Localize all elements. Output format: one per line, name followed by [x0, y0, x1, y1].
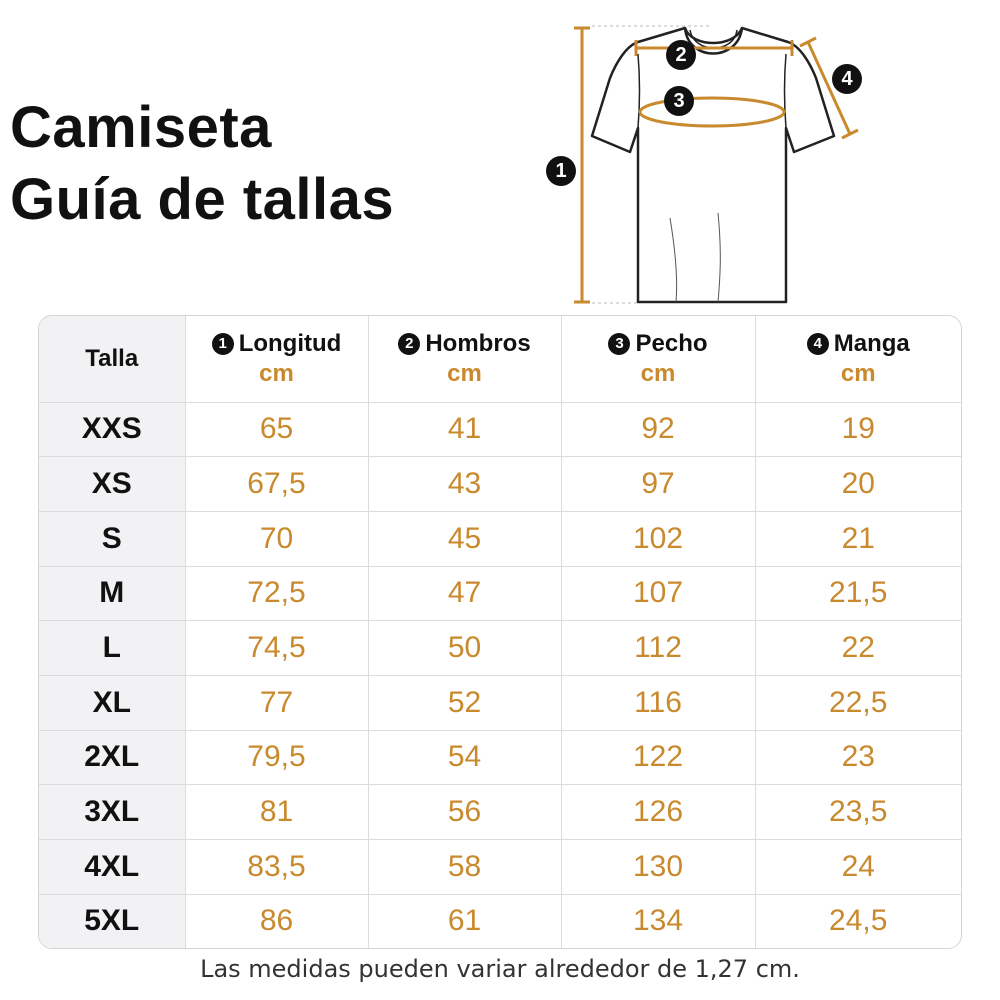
- sleeve-cell: 22: [755, 620, 961, 676]
- shoulders-cell: 52: [368, 675, 562, 731]
- length-cell: 83,5: [185, 839, 369, 895]
- size-cell: XXS: [39, 402, 186, 458]
- size-column-header: Talla: [39, 316, 186, 403]
- size-cell: 4XL: [39, 839, 186, 895]
- measurement-footnote: Las medidas pueden variar alrededor de 1…: [200, 955, 800, 983]
- length-cell: 74,5: [185, 620, 369, 676]
- shoulders-number-badge: 2: [398, 332, 421, 355]
- chest-cell: 102: [561, 511, 756, 567]
- chest-cell: 130: [561, 839, 756, 895]
- table-row: 2XL 79,5 54 122 23: [39, 730, 961, 786]
- length-cell: 81: [185, 784, 369, 840]
- length-cell: 79,5: [185, 730, 369, 786]
- chest-cell: 116: [561, 675, 756, 731]
- sleeve-cell: 23,5: [755, 784, 961, 840]
- chest-cell: 126: [561, 784, 756, 840]
- sleeve-cell: 24: [755, 839, 961, 895]
- size-cell: 5XL: [39, 894, 186, 948]
- length-cell: 86: [185, 894, 369, 948]
- column-header-shoulders: 2 Hombros cm: [368, 316, 562, 403]
- size-cell: M: [39, 566, 186, 622]
- sleeve-cell: 21: [755, 511, 961, 567]
- length-cell: 65: [185, 402, 369, 458]
- shoulders-cell: 47: [368, 566, 562, 622]
- shoulders-cell: 56: [368, 784, 562, 840]
- marker-shoulders-badge: 2: [666, 40, 696, 70]
- table-row: XL 77 52 116 22,5: [39, 675, 961, 731]
- table-header-row: Talla 1 Longitud cm 2 Hombros cm: [39, 316, 961, 403]
- column-header-chest: 3 Pecho cm: [561, 316, 756, 403]
- table-row: L 74,5 50 112 22: [39, 620, 961, 676]
- column-header-sleeve: 4 Manga cm: [755, 316, 961, 403]
- size-cell: L: [39, 620, 186, 676]
- table-row: 3XL 81 56 126 23,5: [39, 784, 961, 840]
- table-row: 4XL 83,5 58 130 24: [39, 839, 961, 895]
- length-cell: 77: [185, 675, 369, 731]
- table-row: XXS 65 41 92 19: [39, 402, 961, 458]
- size-cell: 3XL: [39, 784, 186, 840]
- sleeve-cell: 24,5: [829, 904, 888, 938]
- length-number-badge: 1: [211, 332, 234, 355]
- shoulders-cell: 45: [368, 511, 562, 567]
- page-title: Camiseta Guía de tallas: [10, 92, 394, 236]
- size-cell: XS: [39, 456, 186, 512]
- sleeve-cell: 23: [755, 730, 961, 786]
- table-row: S 70 45 102 21: [39, 511, 961, 567]
- length-cell: 72,5: [185, 566, 369, 622]
- table-row: 5XL 86 61 134 24,5: [39, 894, 961, 948]
- table-row: M 72,5 47 107 21,5: [39, 566, 961, 622]
- sleeve-cell: 22,5: [755, 675, 961, 731]
- marker-length-badge: 1: [546, 156, 576, 186]
- marker-sleeve-badge: 4: [832, 64, 862, 94]
- tshirt-measurement-diagram: 1 2 3 4: [530, 18, 870, 310]
- size-cell: XL: [39, 675, 186, 731]
- title-line-guide: Guía de tallas: [10, 167, 395, 232]
- sleeve-cell: 21,5: [755, 566, 961, 622]
- size-cell: 2XL: [39, 730, 186, 786]
- chest-number-badge: 3: [608, 332, 631, 355]
- marker-chest-badge: 3: [664, 86, 694, 116]
- chest-cell: 92: [561, 402, 756, 458]
- shoulders-cell: 50: [368, 620, 562, 676]
- table-row: XS 67,5 43 97 20: [39, 456, 961, 512]
- length-cell: 67,5: [185, 456, 369, 512]
- sleeve-number-badge: 4: [806, 332, 829, 355]
- tshirt-illustration: [574, 25, 859, 304]
- chest-cell: 107: [561, 566, 756, 622]
- chest-cell: 122: [561, 730, 756, 786]
- sleeve-cell: 20: [755, 456, 961, 512]
- size-cell: S: [39, 511, 186, 567]
- size-chart-table: Talla 1 Longitud cm 2 Hombros cm: [38, 315, 962, 949]
- sleeve-cell: 19: [755, 402, 961, 458]
- shoulders-cell: 41: [368, 402, 562, 458]
- shoulders-cell: 61: [368, 894, 562, 948]
- title-line-product: Camiseta: [10, 95, 272, 160]
- shoulders-cell: 43: [368, 456, 562, 512]
- chest-cell: 112: [561, 620, 756, 676]
- length-cell: 70: [185, 511, 369, 567]
- column-header-length: 1 Longitud cm: [185, 316, 369, 403]
- shoulders-cell: 54: [368, 730, 562, 786]
- chest-cell: 134: [561, 894, 756, 948]
- shoulders-cell: 58: [368, 839, 562, 895]
- chest-cell: 97: [561, 456, 756, 512]
